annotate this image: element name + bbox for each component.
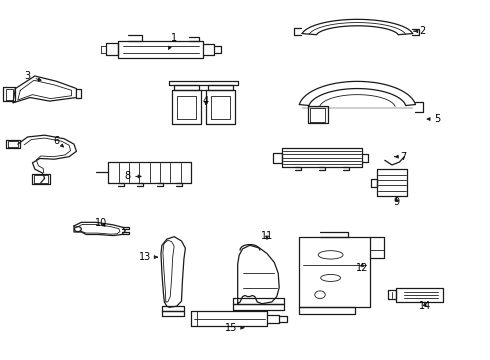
Text: 10: 10: [95, 218, 107, 228]
Text: 1: 1: [169, 33, 177, 49]
Text: 11: 11: [261, 231, 273, 240]
Text: 4: 4: [203, 96, 209, 106]
Text: 8: 8: [124, 171, 141, 181]
Text: 2: 2: [414, 26, 426, 36]
Text: 13: 13: [139, 252, 157, 262]
Text: 5: 5: [427, 114, 441, 124]
Text: 7: 7: [394, 152, 406, 162]
Text: 9: 9: [393, 197, 399, 207]
Text: 6: 6: [54, 136, 63, 147]
Text: 3: 3: [24, 71, 41, 81]
Text: 15: 15: [225, 323, 244, 333]
Text: 12: 12: [356, 263, 368, 273]
Text: 14: 14: [418, 301, 431, 311]
